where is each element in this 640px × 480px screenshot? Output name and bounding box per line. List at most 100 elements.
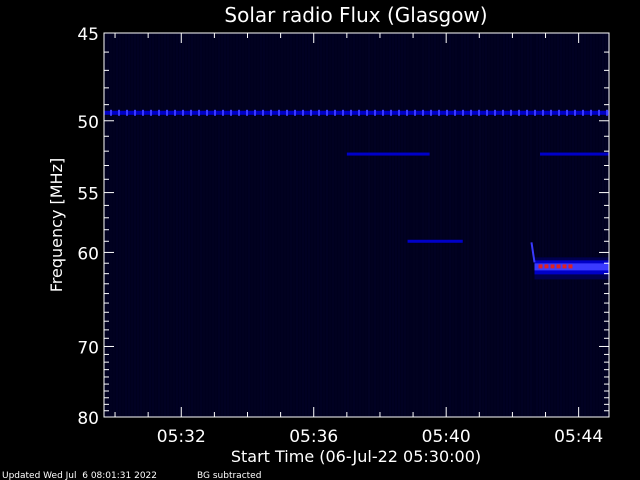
noise-column bbox=[107, 33, 109, 417]
noise-column bbox=[521, 33, 523, 417]
noise-column bbox=[242, 33, 244, 417]
noise-column bbox=[581, 33, 583, 417]
noise-column bbox=[215, 33, 217, 417]
interference-segment bbox=[346, 152, 430, 156]
noise-column bbox=[125, 33, 127, 417]
footer-note: BG subtracted bbox=[197, 471, 261, 480]
noise-column bbox=[266, 33, 268, 417]
interference-tick bbox=[134, 109, 136, 116]
noise-column bbox=[596, 33, 598, 417]
interference-tick bbox=[206, 109, 208, 116]
interference-tick bbox=[566, 109, 568, 116]
plot-frame bbox=[103, 32, 610, 418]
noise-column bbox=[482, 33, 484, 417]
interference-tick bbox=[430, 109, 432, 116]
noise-column bbox=[602, 33, 604, 417]
noise-column bbox=[221, 33, 223, 417]
noise-column bbox=[407, 33, 409, 417]
noise-column bbox=[569, 33, 571, 417]
noise-column bbox=[458, 33, 460, 417]
noise-column bbox=[413, 33, 415, 417]
noise-column bbox=[437, 33, 439, 417]
noise-column bbox=[536, 33, 538, 417]
x-tick-label: 05:32 bbox=[157, 427, 206, 447]
noise-column bbox=[152, 33, 154, 417]
noise-column bbox=[584, 33, 586, 417]
interference-tick bbox=[158, 109, 160, 116]
noise-column bbox=[344, 33, 346, 417]
noise-column bbox=[257, 33, 259, 417]
noise-column bbox=[371, 33, 373, 417]
noise-column bbox=[419, 33, 421, 417]
noise-column bbox=[179, 33, 181, 417]
noise-column bbox=[467, 33, 469, 417]
noise-column bbox=[503, 33, 505, 417]
noise-column bbox=[479, 33, 481, 417]
x-axis-label: Start Time (06-Jul-22 05:30:00) bbox=[231, 447, 481, 466]
interference-tick bbox=[318, 109, 320, 116]
noise-column bbox=[377, 33, 379, 417]
noise-column bbox=[365, 33, 367, 417]
interference-tick bbox=[478, 109, 480, 116]
noise-column bbox=[452, 33, 454, 417]
noise-column bbox=[599, 33, 601, 417]
noise-column bbox=[431, 33, 433, 417]
noise-column bbox=[443, 33, 445, 417]
burst-onset bbox=[530, 242, 536, 263]
interference-tick bbox=[366, 109, 368, 116]
noise-column bbox=[587, 33, 589, 417]
interference-tick bbox=[230, 109, 232, 116]
interference-tick bbox=[550, 109, 552, 116]
interference-tick bbox=[182, 109, 184, 116]
noise-column bbox=[143, 33, 145, 417]
noise-column bbox=[302, 33, 304, 417]
noise-column bbox=[494, 33, 496, 417]
noise-column bbox=[446, 33, 448, 417]
noise-column bbox=[185, 33, 187, 417]
noise-column bbox=[140, 33, 142, 417]
interference-tick bbox=[190, 109, 192, 116]
noise-column bbox=[404, 33, 406, 417]
noise-column bbox=[269, 33, 271, 417]
noise-column bbox=[593, 33, 595, 417]
plot-area bbox=[104, 33, 610, 417]
noise-column bbox=[428, 33, 430, 417]
interference-tick bbox=[254, 109, 256, 116]
interference-tick bbox=[390, 109, 392, 116]
noise-column bbox=[575, 33, 577, 417]
noise-column bbox=[383, 33, 385, 417]
noise-column bbox=[560, 33, 562, 417]
noise-column bbox=[350, 33, 352, 417]
noise-column bbox=[515, 33, 517, 417]
noise-column bbox=[245, 33, 247, 417]
noise-column bbox=[386, 33, 388, 417]
noise-column bbox=[290, 33, 292, 417]
noise-column bbox=[506, 33, 508, 417]
noise-column bbox=[461, 33, 463, 417]
noise-column bbox=[284, 33, 286, 417]
noise-column bbox=[203, 33, 205, 417]
noise-column bbox=[545, 33, 547, 417]
interference-tick bbox=[422, 109, 424, 116]
noise-column bbox=[104, 33, 106, 417]
noise-column bbox=[539, 33, 541, 417]
interference-tick bbox=[262, 109, 264, 116]
noise-column bbox=[380, 33, 382, 417]
noise-column bbox=[128, 33, 130, 417]
noise-column bbox=[320, 33, 322, 417]
y-tick-label: 45 bbox=[77, 25, 99, 45]
noise-column bbox=[578, 33, 580, 417]
interference-tick bbox=[462, 109, 464, 116]
noise-column bbox=[548, 33, 550, 417]
noise-column bbox=[497, 33, 499, 417]
interference-tick bbox=[374, 109, 376, 116]
noise-column bbox=[368, 33, 370, 417]
noise-column bbox=[230, 33, 232, 417]
noise-column bbox=[275, 33, 277, 417]
interference-band bbox=[104, 110, 609, 115]
noise-column bbox=[176, 33, 178, 417]
y-tick-label: 70 bbox=[77, 338, 99, 358]
noise-column bbox=[170, 33, 172, 417]
interference-tick bbox=[270, 109, 272, 116]
